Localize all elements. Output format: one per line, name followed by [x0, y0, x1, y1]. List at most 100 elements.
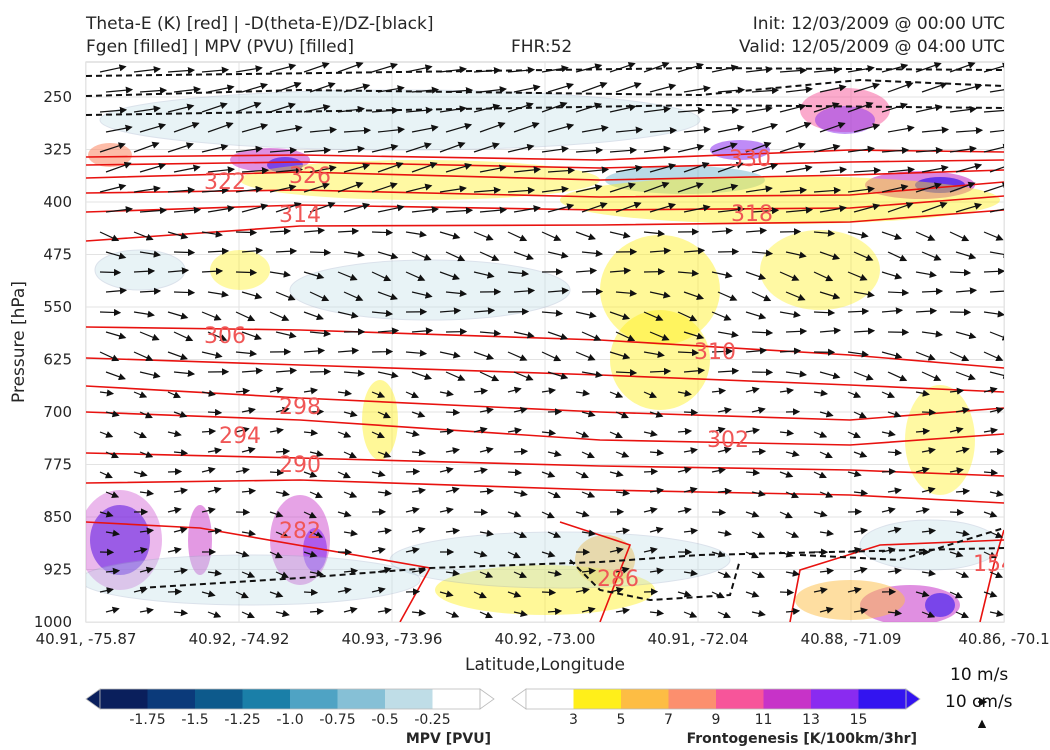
wind-vector: [99, 64, 127, 73]
wind-vector: [99, 268, 122, 277]
wind-vector: [915, 427, 931, 435]
theta-e-contour: [86, 209, 1004, 242]
wind-vector: [547, 287, 570, 295]
x-tick-label: 40.92, -74.92: [189, 630, 290, 648]
wind-vector: [819, 251, 841, 260]
wind-vector: [949, 591, 963, 599]
wind-vector: [133, 391, 148, 398]
wind-vector: [167, 391, 181, 399]
wind-vector: [479, 206, 508, 214]
wind-vector: [513, 571, 528, 579]
wind-vector: [983, 310, 1004, 318]
wind-vector: [677, 389, 692, 397]
fgen-colorbar-extend-right: [905, 688, 921, 710]
wind-vector: [609, 431, 623, 439]
wind-vector: [581, 370, 603, 378]
wind-vector: [513, 84, 541, 93]
wind-vector: [235, 101, 262, 113]
wind-vector: [173, 487, 189, 495]
wind-vector: [439, 506, 454, 515]
wind-vector: [173, 609, 189, 617]
x-tick-label: 40.91, -72.04: [648, 630, 749, 648]
wind-vector: [479, 407, 494, 415]
fgen-colorbar-segment: [526, 689, 574, 709]
wind-vector: [813, 271, 834, 282]
wind-vector: [173, 121, 200, 133]
wind-vector: [473, 271, 495, 279]
fgen-field: [267, 157, 303, 173]
wind-vector: [847, 101, 874, 113]
wind-vector: [955, 83, 983, 93]
mpv-field: [94, 249, 186, 291]
wind-vector: [337, 510, 352, 518]
wind-vector: [853, 607, 869, 615]
wind-vector: [643, 181, 670, 193]
wind-vector: [405, 430, 420, 438]
wind-vector: [547, 491, 561, 499]
wind-vector: [949, 387, 965, 395]
wind-vector: [575, 146, 604, 155]
wind-vector: [241, 247, 264, 255]
wind-vector: [609, 391, 624, 398]
wind-vector: [983, 590, 998, 598]
wind-vector: [955, 127, 984, 135]
fgen-colorbar-tick-label: 5: [617, 712, 626, 728]
wind-vector: [337, 347, 360, 355]
wind-vector: [507, 66, 536, 74]
wind-vector: [343, 369, 366, 377]
wind-vector: [439, 105, 467, 113]
y-tick-label: 850: [43, 508, 72, 526]
fgen-colorbar-tick-label: 13: [802, 712, 820, 728]
wind-vector: [989, 250, 1004, 258]
wind-vector: [405, 230, 427, 238]
wind-vector: [615, 126, 644, 134]
wind-vector: [711, 387, 727, 395]
wind-vector: [949, 467, 964, 475]
wind-vector: [105, 161, 132, 173]
dtheta-dz-contour: [86, 103, 1004, 116]
wind-vector: [847, 231, 869, 239]
wind-vector: [881, 546, 896, 554]
wind-vector: [581, 202, 608, 213]
wind-vector: [677, 311, 698, 322]
wind-vector: [649, 567, 665, 575]
wind-vector: [275, 571, 290, 579]
wind-vector: [745, 311, 767, 320]
wind-vector: [473, 591, 487, 599]
wind-vector: [813, 510, 828, 518]
wind-vector: [269, 427, 284, 435]
wind-vector: [643, 311, 664, 321]
wind-vector: [609, 231, 631, 239]
wind-vector: [235, 145, 263, 153]
wind-vector: [507, 102, 534, 113]
theta-e-contour-label: 286: [597, 567, 639, 592]
wind-vector: [167, 506, 182, 514]
wind-vector: [615, 489, 631, 497]
wind-vector: [371, 62, 399, 73]
wind-vector: [785, 206, 814, 214]
wind-vector: [309, 569, 324, 577]
wind-vector: [269, 102, 296, 113]
wind-vector: [677, 427, 693, 436]
wind-vector: [473, 426, 488, 434]
wind-vector: [711, 106, 740, 114]
mpv-field: [99, 89, 701, 151]
wind-vector: [711, 311, 732, 321]
wind-vector: [847, 145, 875, 153]
wind-vector: [785, 86, 814, 94]
wind-vector: [337, 311, 359, 319]
wind-vector: [167, 267, 190, 275]
wind-vector: [507, 427, 522, 435]
wind-vector: [309, 164, 337, 173]
theta-e-contour-label: 322: [204, 170, 246, 195]
wind-vector: [779, 66, 808, 75]
wind-vector: [275, 166, 304, 174]
wind-vector: [303, 470, 318, 478]
mpv-colorbar-segment: [337, 689, 386, 709]
wind-vector: [853, 123, 881, 133]
wind-vector: [473, 307, 496, 315]
wind-vector: [915, 146, 944, 154]
wind-vector: [343, 410, 358, 418]
mpv-colorbar-tick-label: -1.25: [224, 712, 260, 728]
mpv-colorbar-outline: [99, 688, 481, 710]
